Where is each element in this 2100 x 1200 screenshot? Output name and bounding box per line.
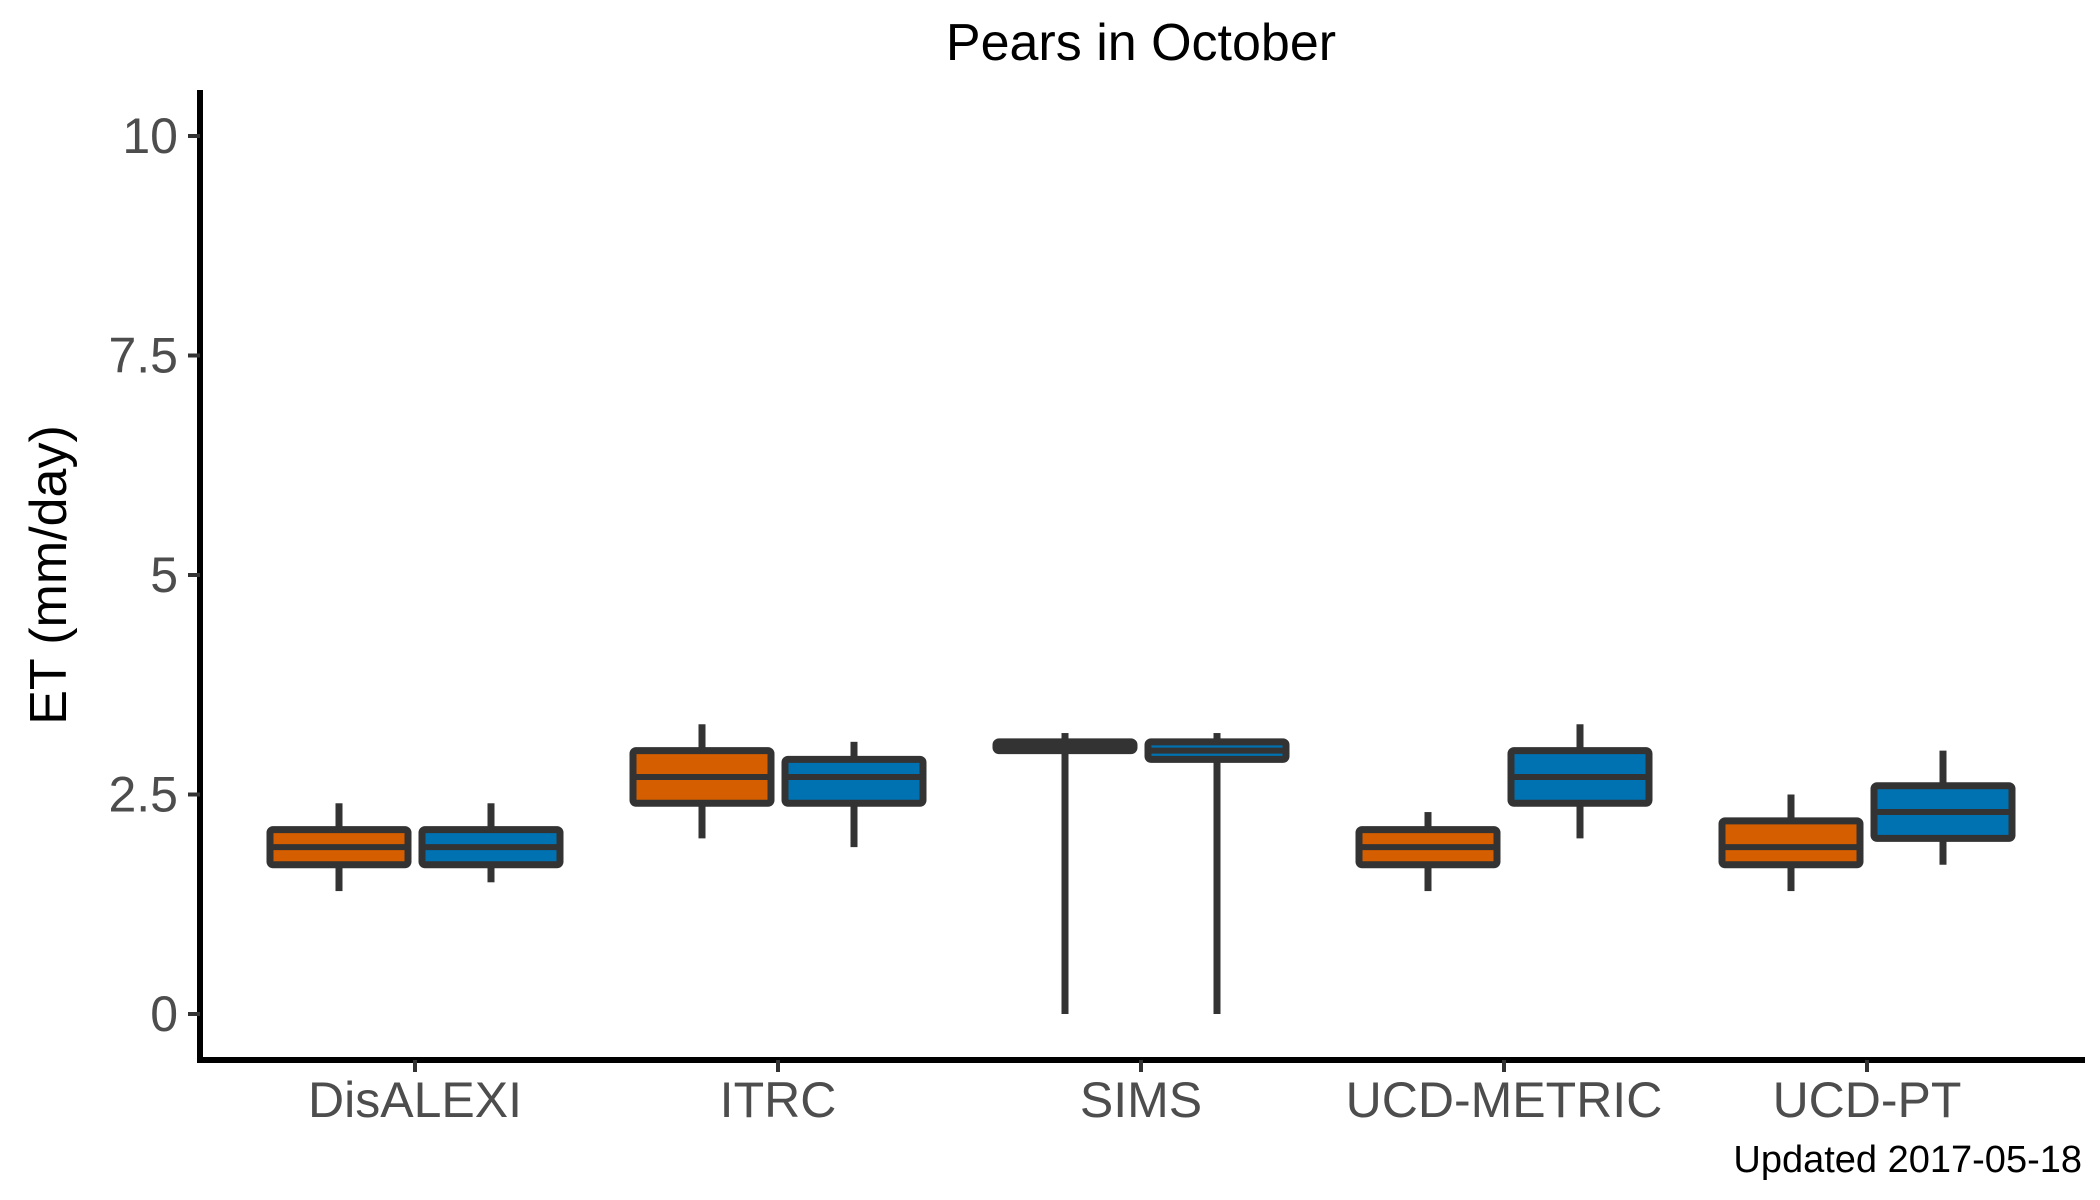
y-axis-ticks: 0 2.5 5 7.5 10 [108,108,200,1042]
plot-area [266,724,2016,1014]
y-tick-label: 10 [122,108,178,164]
updated-footnote: Updated 2017-05-18 [1733,1139,2082,1181]
box-itrc-orange [629,724,775,839]
x-axis-ticks: DisALEXI ITRC SIMS UCD-METRIC UCD-PT [308,1060,1961,1128]
y-axis-title: ET (mm/day) [20,425,78,725]
box-disalexi-orange [266,803,412,892]
y-tick-label: 5 [150,547,178,603]
box-sims-blue [1144,733,1290,1014]
x-tick-label: SIMS [1080,1072,1202,1128]
box-ucd-metric-blue [1507,724,1653,839]
box-ucd-pt-orange [1718,794,1864,892]
box-disalexi-blue [418,803,564,883]
box-sims-orange [992,733,1138,1014]
chart-title: Pears in October [946,14,1336,72]
box-ucd-metric-orange [1355,812,1501,892]
x-tick-label: UCD-METRIC [1346,1072,1663,1128]
x-tick-label: DisALEXI [308,1072,522,1128]
x-tick-label: ITRC [720,1072,837,1128]
box-body [781,755,927,807]
y-tick-label: 2.5 [108,767,178,823]
box-body [1718,817,1864,869]
x-tick-label: UCD-PT [1773,1072,1962,1128]
y-tick-label: 7.5 [108,328,178,384]
box-itrc-blue [781,741,927,848]
y-tick-label: 0 [150,986,178,1042]
box-ucd-pt-blue [1870,750,2016,865]
